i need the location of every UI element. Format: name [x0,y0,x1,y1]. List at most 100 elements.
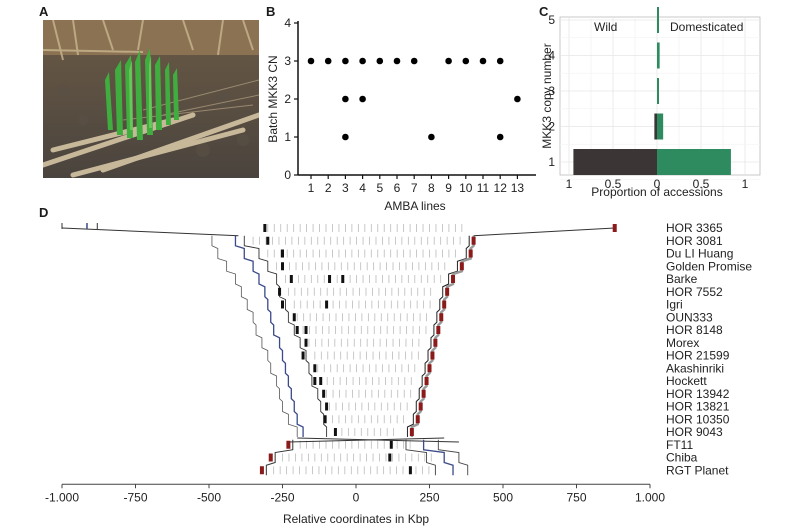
red-marker [430,351,435,360]
accession-label: HOR 13942 [666,387,730,401]
black-marker [266,236,270,245]
accession-label: HOR 3081 [666,234,723,248]
domesticated-bar [657,42,660,69]
black-marker [325,402,329,411]
black-marker [389,440,393,449]
c-xtick-label: 1 [566,177,573,191]
data-point [342,133,349,141]
data-point [410,57,418,65]
data-point [428,133,435,141]
black-marker [295,326,299,334]
panel-d-x-axis: -1.000 -750 -500 -250 0 250 500 750 1.000 [45,483,665,504]
b-xtick-label: 4 [359,181,366,195]
c-xtick-label: 0.5 [693,177,710,191]
red-marker [612,224,617,232]
accession-label: Golden Promise [666,259,752,273]
red-marker [421,389,426,398]
d-xtick-label: 0 [353,490,360,504]
c-xtick-label: 1 [742,177,749,191]
panel-d-label: D [39,205,49,220]
domesticated-bar [657,7,659,33]
black-marker [323,415,327,424]
panel-c-bar: 1 2 3 4 5 1 0.5 0 0.5 1 Wild Domesticated Proport… [540,7,761,199]
red-marker [442,300,447,309]
barley-photo [43,20,259,178]
d-xtick-label: 1.000 [635,490,665,504]
black-marker [263,224,267,232]
accession-label: HOR 3365 [666,221,723,235]
red-marker [427,364,432,373]
accession-label: HOR 7552 [666,285,723,299]
domesticated-annotation: Domesticated [670,20,743,34]
black-marker [301,351,305,360]
accession-label: Du LI Huang [666,247,733,261]
panel-d-alignment-lines [61,223,615,476]
black-marker [322,389,326,398]
panel-c-bars [573,7,731,175]
panel-d-markers [259,224,617,475]
accession-label: OUN333 [666,310,713,324]
red-marker [439,313,444,322]
accession-label: HOR 10350 [666,412,730,426]
data-point [496,133,504,141]
d-xtick-label: 250 [419,490,439,504]
d-xtick-label: -500 [197,490,221,504]
data-point [479,57,487,65]
panel-c-grid [559,16,761,181]
b-xtick-label: 1 [308,181,315,195]
panel-c-label: C [539,4,549,19]
b-xtick-label: 2 [325,181,332,195]
b-xtick-label: 5 [376,181,383,195]
barley-photo-illustration [43,20,259,178]
black-marker [408,466,412,475]
d-xtick-label: -250 [270,490,294,504]
black-marker [304,338,308,347]
domesticated-bar [657,113,664,140]
data-point [359,57,366,65]
c-xtick-label: 0 [654,177,661,191]
accession-label: Morex [666,336,699,350]
panel-b-ylabel: Batch MKK3 CN [266,55,280,142]
accession-label: HOR 8148 [666,323,723,337]
wild-annotation: Wild [594,20,617,34]
black-marker [333,428,337,436]
red-marker [418,402,423,411]
wild-bar [654,113,657,140]
b-xtick-label: 8 [428,181,435,195]
panel-b-xlabel: AMBA lines [384,199,445,212]
data-point [393,57,401,65]
data-point [342,57,349,65]
red-marker [433,338,438,347]
accession-label: Igri [666,298,683,312]
domesticated-bar [657,78,659,104]
data-point [359,95,366,103]
accession-label: Akashinriki [666,361,724,375]
black-marker [328,275,332,283]
c-ytick-label: 3 [548,84,555,98]
b-xtick-label: 9 [445,181,452,195]
black-marker [281,249,284,258]
b-xtick-label: 10 [459,181,473,195]
red-marker [436,326,441,334]
black-marker [281,300,284,309]
black-marker [388,453,392,462]
panel-c-axes: 1 2 3 4 5 1 0.5 0 0.5 1 [548,13,748,191]
accession-label: Barke [666,272,698,286]
red-marker [409,428,414,436]
panel-d-xlabel: Relative coordinates in Kbp [283,512,429,526]
black-marker [278,287,282,296]
panel-c-xlabel: Proportion of accessions [591,185,722,199]
panel-a-label: A [39,4,49,19]
b-ytick-label: 0 [284,168,291,182]
domesticated-bar [657,149,731,175]
black-marker [289,275,293,283]
c-ytick-label: 5 [548,13,555,27]
panel-d-background-ticks [252,224,463,475]
data-point [342,95,349,103]
black-marker [325,300,329,309]
b-xtick-label: 11 [477,181,490,195]
red-marker [424,377,429,385]
b-xtick-label: 13 [511,181,525,195]
